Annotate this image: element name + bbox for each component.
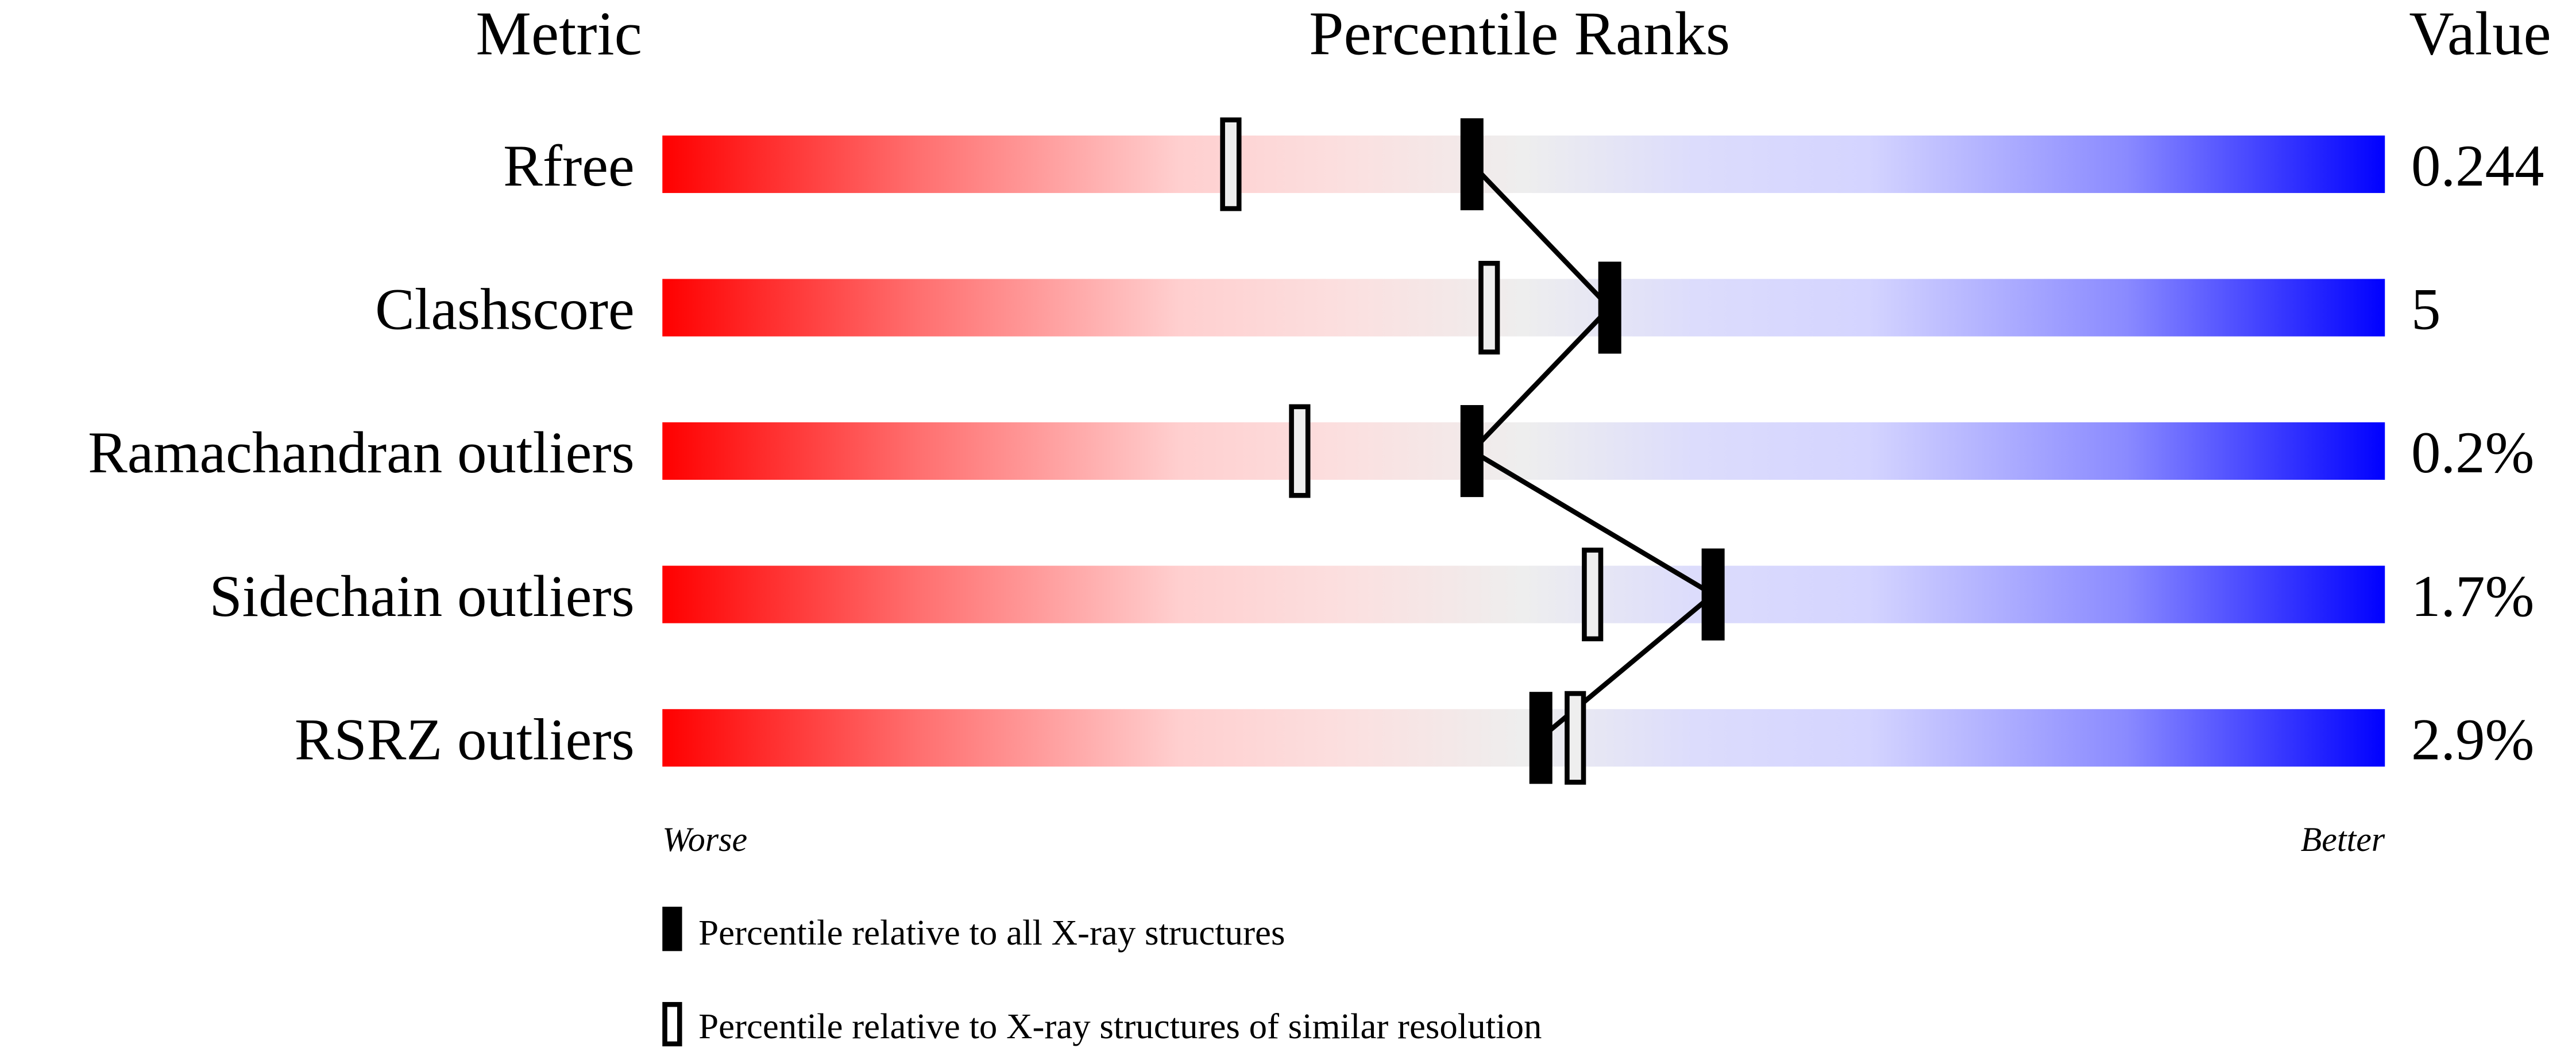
marker-similar-resolution	[1565, 691, 1586, 785]
axis-left-label: Worse	[662, 820, 747, 858]
metric-value: 5	[2411, 277, 2440, 342]
marker-all-xray	[1529, 692, 1552, 784]
chart-title: Percentile Ranks	[1309, 0, 1730, 68]
percentile-bar	[662, 135, 2385, 193]
marker-all-xray	[1460, 405, 1484, 498]
percentile-bar	[662, 709, 2385, 767]
metric-label: RSRZ outliers	[295, 707, 635, 772]
metric-value: 0.244	[2411, 133, 2544, 199]
axis-right-label: Better	[2301, 820, 2385, 858]
marker-all-xray	[1460, 118, 1484, 210]
marker-similar-resolution	[1478, 260, 1500, 355]
marker-similar-resolution	[1289, 404, 1311, 498]
marker-similar-resolution	[1220, 117, 1242, 211]
header-metric: Metric	[476, 0, 642, 68]
metric-row: RSRZ outliers 2.9%	[295, 707, 2534, 772]
metric-row: Clashscore 5	[375, 277, 2440, 342]
marker-similar-resolution	[1582, 548, 1604, 642]
metric-row: Rfree 0.244	[503, 133, 2544, 199]
percentile-bar	[662, 565, 2385, 623]
marker-all-xray	[1598, 261, 1621, 354]
legend-filled-marker	[662, 907, 682, 951]
legend-open-label: Percentile relative to X-ray structures …	[698, 1006, 1542, 1046]
marker-all-xray	[1701, 548, 1725, 641]
percentile-bar	[662, 279, 2385, 337]
metric-value: 1.7%	[2411, 564, 2534, 629]
legend-open-marker	[662, 1001, 682, 1047]
metric-value: 0.2%	[2411, 420, 2534, 486]
metric-label: Clashscore	[375, 277, 635, 342]
legend-filled-label: Percentile relative to all X-ray structu…	[698, 912, 1285, 953]
metric-label: Rfree	[503, 133, 635, 199]
metric-row: Ramachandran outliers 0.2%	[88, 420, 2534, 486]
metric-row: Sidechain outliers 1.7%	[209, 564, 2534, 629]
metric-value: 2.9%	[2411, 707, 2534, 772]
header-value: Value	[2409, 0, 2551, 68]
percentile-bar	[662, 422, 2385, 480]
metric-label: Sidechain outliers	[209, 564, 634, 629]
metric-label: Ramachandran outliers	[88, 420, 635, 486]
